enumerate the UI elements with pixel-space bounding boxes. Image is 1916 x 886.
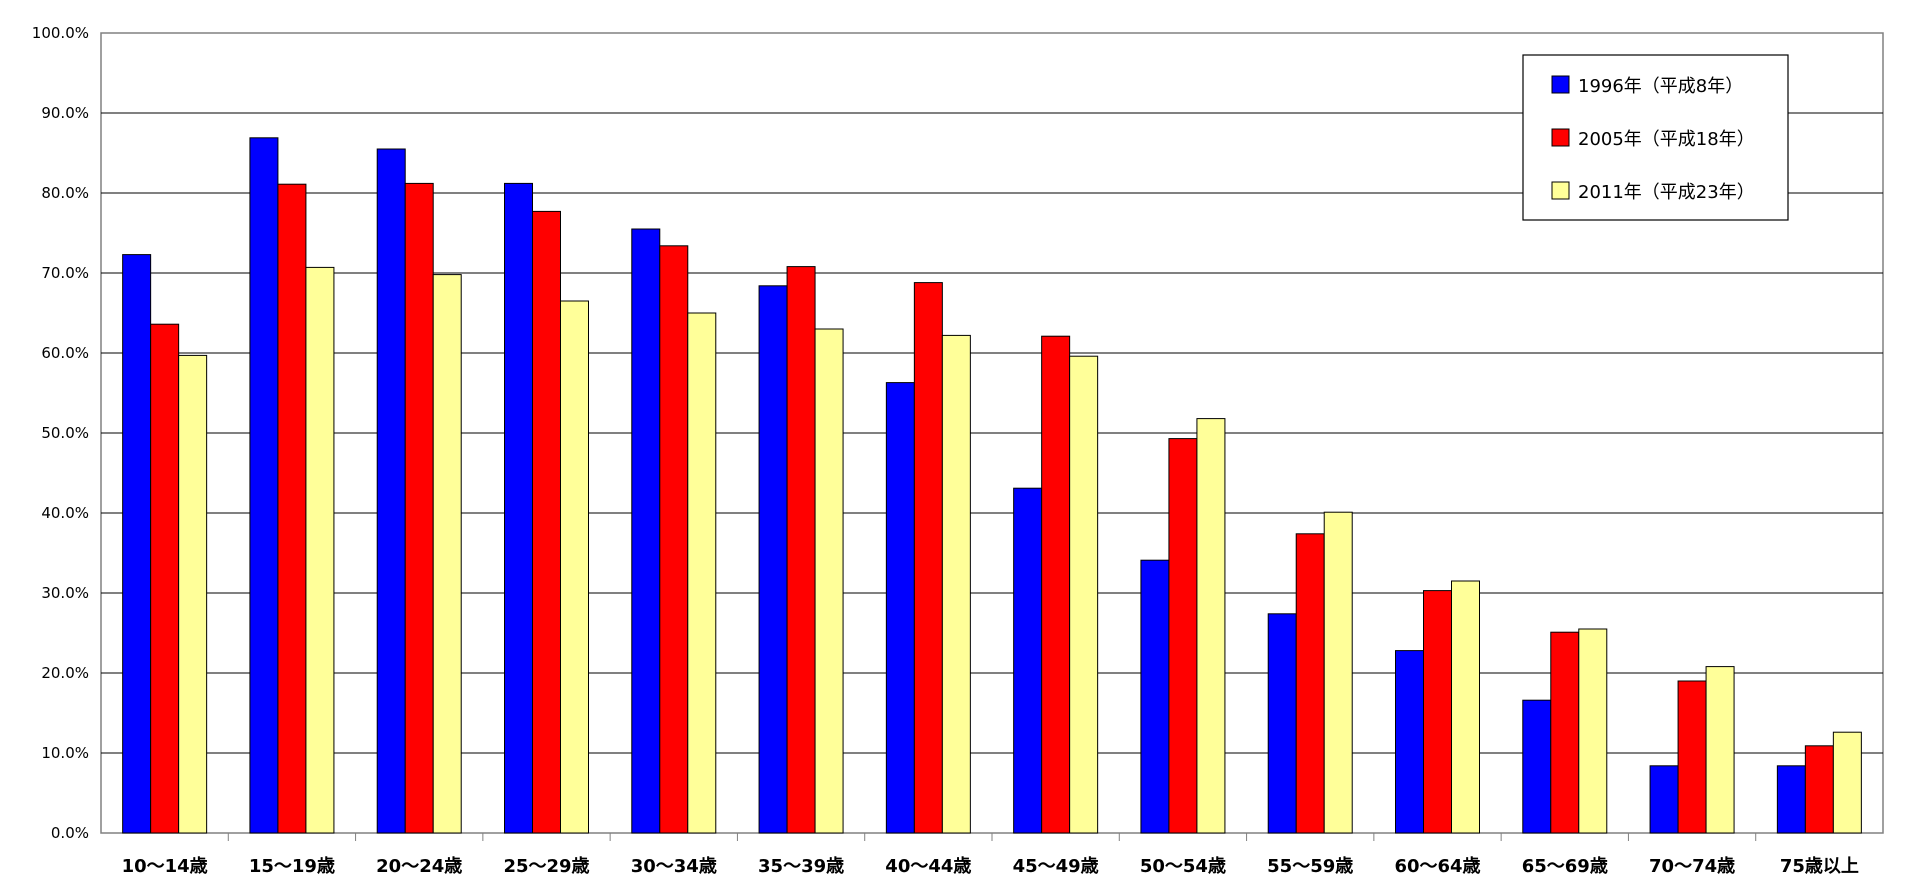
bar <box>277 183 307 834</box>
y-tick-label: 10.0% <box>41 744 89 762</box>
x-tick-label: 30～34歳 <box>631 856 717 877</box>
bar <box>1267 613 1297 834</box>
bar <box>1323 511 1353 834</box>
bar <box>532 210 561 834</box>
bar <box>913 282 943 834</box>
x-tick-label: 60～64歳 <box>1394 856 1480 877</box>
bar <box>1295 533 1325 834</box>
legend-label: 1996年（平成8年） <box>1578 76 1743 97</box>
bar <box>1705 666 1735 834</box>
bar <box>1522 699 1552 834</box>
y-tick-label: 40.0% <box>41 504 89 522</box>
bar <box>150 323 180 834</box>
bar <box>885 382 915 834</box>
y-tick-label: 80.0% <box>41 184 89 202</box>
bar <box>941 334 971 834</box>
y-axis-ticks: 0.0% 10.0% 20.0% 30.0% 40.0% 50.0% 60.0% 70.0% 8… <box>32 24 89 842</box>
bar <box>432 274 462 834</box>
bars <box>122 137 1862 834</box>
bar <box>786 266 816 834</box>
bar <box>1776 765 1806 834</box>
y-tick-label: 90.0% <box>41 104 89 122</box>
x-tick-label: 10～14歳 <box>122 856 208 877</box>
legend-swatch <box>1551 181 1570 200</box>
bar <box>504 182 533 834</box>
legend-label: 2005年（平成18年） <box>1578 129 1755 150</box>
bar <box>1649 765 1679 834</box>
legend-swatch <box>1551 75 1570 94</box>
x-tick-label: 65～69歳 <box>1522 856 1608 877</box>
bar <box>631 228 661 834</box>
bar <box>122 254 152 834</box>
y-tick-label: 70.0% <box>41 264 89 282</box>
bar <box>758 285 788 834</box>
bar <box>814 328 844 834</box>
y-tick-label: 0.0% <box>51 824 89 842</box>
bar <box>1451 580 1480 834</box>
x-tick-label: 25～29歳 <box>503 856 589 877</box>
bar <box>1069 355 1099 834</box>
bar <box>687 312 717 834</box>
bar <box>659 245 689 834</box>
x-tick-label: 70～74歳 <box>1649 856 1735 877</box>
y-tick-label: 30.0% <box>41 584 89 602</box>
bar <box>249 137 279 834</box>
bar <box>1578 628 1608 834</box>
x-tick-label: 20～24歳 <box>376 856 462 877</box>
bar <box>1395 650 1424 834</box>
legend: 1996年（平成8年） 2005年（平成18年） 2011年（平成23年） <box>1522 54 1789 221</box>
x-tick-label: 35～39歳 <box>758 856 844 877</box>
bar <box>1140 559 1170 834</box>
x-tick-label: 50～54歳 <box>1140 856 1226 877</box>
bar <box>404 182 434 834</box>
y-tick-label: 100.0% <box>32 24 89 42</box>
x-tick-label: 75歳以上 <box>1780 856 1859 877</box>
y-tick-label: 60.0% <box>41 344 89 362</box>
x-axis-ticks: 10～14歳 15～19歳 20～24歳 25～29歳 30～34歳 35～39歳 40～4… <box>122 833 1859 877</box>
x-tick-label: 40～44歳 <box>885 856 971 877</box>
bar <box>560 300 589 834</box>
x-tick-label: 45～49歳 <box>1013 856 1099 877</box>
bar <box>1168 438 1198 834</box>
bar <box>1196 418 1226 834</box>
bar <box>1804 745 1834 834</box>
bar <box>1550 631 1580 834</box>
bar <box>1041 335 1071 834</box>
bar <box>1832 731 1862 834</box>
x-tick-label: 55～59歳 <box>1267 856 1353 877</box>
x-tick-label: 15～19歳 <box>249 856 335 877</box>
bar <box>376 148 406 834</box>
bar <box>1423 590 1452 834</box>
legend-swatch <box>1551 128 1570 147</box>
legend-label: 2011年（平成23年） <box>1578 182 1755 203</box>
y-tick-label: 50.0% <box>41 424 89 442</box>
y-tick-label: 20.0% <box>41 664 89 682</box>
bar <box>305 266 335 834</box>
bar <box>178 354 208 834</box>
bar <box>1013 487 1043 834</box>
bar <box>1677 680 1707 834</box>
